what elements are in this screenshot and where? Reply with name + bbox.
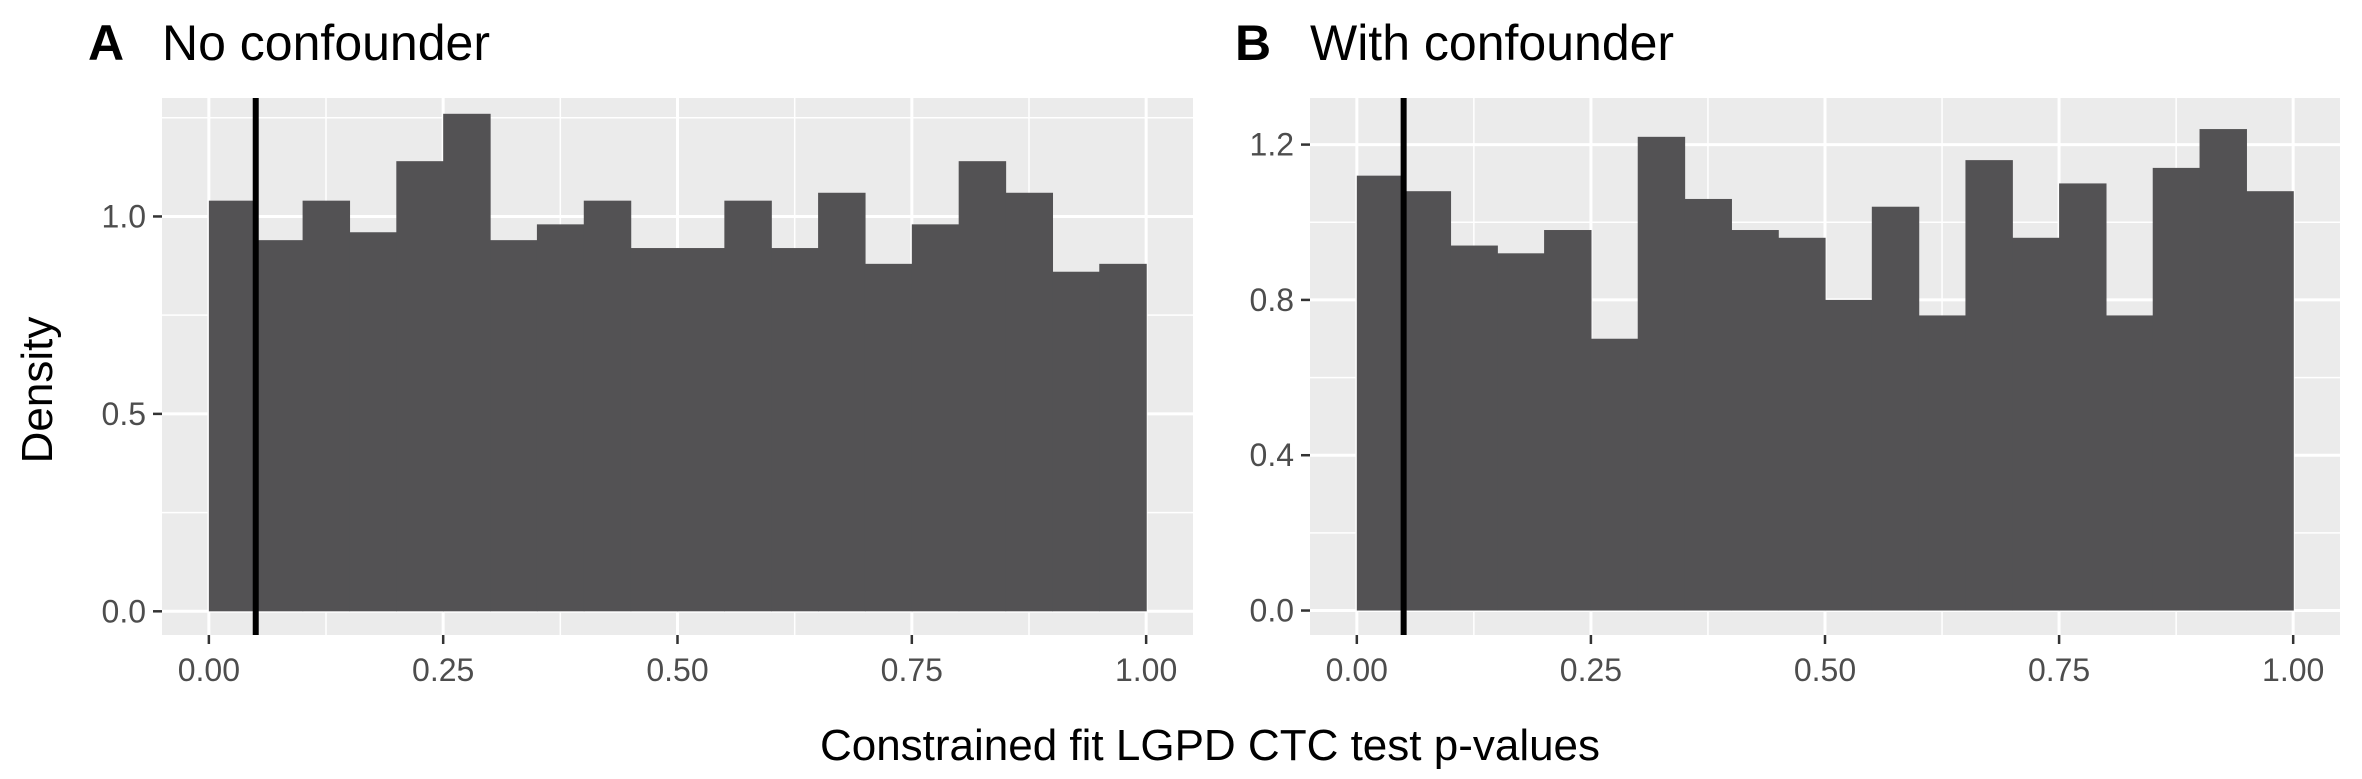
panel-a-histogram-bar <box>1099 263 1147 612</box>
panel-b-histogram-bar <box>1918 315 1967 611</box>
panel-b-histogram-bar <box>1825 299 1873 611</box>
panel-a-y-tick-label: 0.0 <box>102 593 146 629</box>
panel-a-letter: A <box>88 15 124 71</box>
y-axis-title: Density <box>13 317 62 464</box>
panel-a-histogram-bar <box>1052 271 1100 612</box>
panel-b-y-tick-label: 0.8 <box>1250 282 1294 318</box>
panel-b-histogram-bar <box>1403 191 1452 611</box>
panel-b-histogram-bar <box>2246 191 2294 611</box>
panel-b-y-tick-label: 0.4 <box>1250 437 1294 473</box>
panel-a-x-tick-label: 0.25 <box>412 652 474 688</box>
panel-a-title: No confounder <box>162 15 490 71</box>
panel-a-histogram-bar <box>911 224 960 612</box>
panel-b-histogram-bar <box>1965 160 2013 611</box>
panel-b-x-tick-label: 1.00 <box>2262 652 2324 688</box>
panel-a-x-tick-label: 0.00 <box>178 652 240 688</box>
panel-b-plot: 0.0 0.4 0.8 1.2 0.00 0.25 0.50 0.75 1.00 <box>1250 98 2340 688</box>
panel-a-plot: 0.0 0.5 1.0 0.00 0.25 0.50 0.75 1.00 <box>102 98 1193 688</box>
panel-b-histogram-bar <box>2105 315 2154 611</box>
panel-b-histogram-bar <box>1450 245 1498 611</box>
panel-a-y-tick-label: 0.5 <box>102 396 146 432</box>
panel-a-histogram-bar <box>255 240 304 612</box>
panel-a-histogram-bar <box>724 200 772 612</box>
panel-b-histogram-bar <box>1590 338 1639 611</box>
panel-a-histogram-bar <box>958 161 1007 612</box>
panel-a: A No confounder 0.0 0.5 1.0 0.00 0.25 0.50 0.7… <box>88 15 1193 688</box>
x-axis-title: Constrained fit LGPD CTC test p-values <box>820 721 1600 770</box>
panel-a-histogram-bar <box>302 200 351 612</box>
panel-a-histogram-bar <box>677 248 725 612</box>
panel-a-x-tick-label: 1.00 <box>1115 652 1177 688</box>
panel-a-histogram-bar <box>1005 192 1054 612</box>
panel-a-histogram-bar <box>490 240 538 612</box>
panel-a-histogram-bar <box>396 161 444 612</box>
panel-a-histogram-bar <box>864 263 913 612</box>
panel-b-x-tick-label: 0.50 <box>1794 652 1856 688</box>
panel-a-x-tick-label: 0.50 <box>646 652 708 688</box>
panel-b-x-tick-label: 0.75 <box>2028 652 2090 688</box>
panel-b-y-tick-label: 0.0 <box>1250 593 1294 629</box>
panel-b-histogram-bar <box>1544 230 1592 611</box>
panel-b-histogram-bar <box>1731 230 1779 611</box>
panel-b-histogram-bar <box>2012 237 2060 611</box>
panel-a-histogram-bar <box>349 232 397 612</box>
panel-b-x-tick-label: 0.00 <box>1326 652 1388 688</box>
panel-b-x-tick-label: 0.25 <box>1560 652 1622 688</box>
panel-a-histogram-bar <box>208 200 257 612</box>
panel-a-histogram-bar <box>630 248 679 612</box>
panel-a-histogram-bar <box>536 224 585 612</box>
panel-a-x-tick-label: 0.75 <box>881 652 943 688</box>
panel-b-histogram-bar <box>1684 198 1732 611</box>
panel-b-title: With confounder <box>1310 15 1674 71</box>
panel-b-histogram-bar <box>1497 253 1545 611</box>
panel-b-histogram-bar <box>1871 206 1920 611</box>
panel-a-histogram-bar <box>771 248 819 612</box>
panel-b-letter: B <box>1235 15 1271 71</box>
panel-a-histogram-bar <box>443 113 491 612</box>
panel-a-y-tick-label: 1.0 <box>102 198 146 234</box>
panel-b-histogram-bar <box>1778 237 1826 611</box>
panel-b: B With confounder 0.00.40.81.20.00 0.25 0.… <box>1235 15 2340 688</box>
panel-b-histogram-bar <box>2059 183 2107 611</box>
panel-a-histogram-bar <box>818 192 866 612</box>
panel-b-histogram-bar <box>1637 136 1686 611</box>
panel-b-histogram-bar <box>2152 167 2201 611</box>
panel-a-histogram-bar <box>583 200 632 612</box>
panel-b-histogram-bar <box>2199 129 2247 611</box>
panel-b-y-tick-label: 1.2 <box>1250 127 1294 163</box>
panel-b-histogram-bar <box>1356 175 1405 611</box>
